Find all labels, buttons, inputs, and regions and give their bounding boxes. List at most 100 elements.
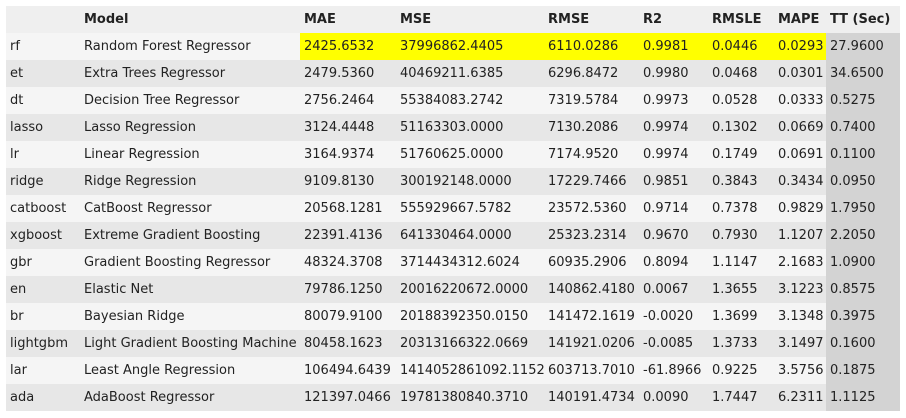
mae-cell: 48324.3708 [304, 255, 383, 270]
mae-cell: 9109.8130 [304, 174, 375, 189]
rmse-cell: 603713.7010 [548, 363, 635, 378]
rmse-cell: 7174.9520 [548, 147, 619, 162]
column-header-mape: MAPE [778, 12, 820, 27]
tt-cell: 0.0950 [826, 168, 900, 195]
mse-cell: 20313166322.0669 [400, 336, 529, 351]
row-index-cell: ridge [10, 174, 44, 189]
tt-cell: 1.0900 [826, 249, 900, 276]
row-index-cell: lasso [10, 120, 44, 135]
rmsle-cell: 0.7930 [712, 228, 758, 243]
r2-cell: 0.9980 [643, 66, 689, 81]
column-header-rmse: RMSE [548, 12, 590, 27]
table-body: rf Random Forest Regressor 2425.6532 379968… [6, 33, 900, 411]
model-name-cell: Lasso Regression [84, 120, 196, 135]
model-name-cell: Light Gradient Boosting Machine [84, 336, 297, 351]
table-header-row: Model MAE MSE RMSE R2 RMSLE MAPE TT (Sec… [6, 6, 900, 33]
table-row: lightgbm Light Gradient Boosting Machine 8… [6, 330, 900, 357]
column-header-rmsle: RMSLE [712, 12, 762, 27]
r2-cell: 0.9670 [643, 228, 689, 243]
column-header-r2: R2 [643, 12, 663, 27]
tt-cell: 0.1875 [826, 357, 900, 384]
table-row: catboost CatBoost Regressor 20568.1281 5559… [6, 195, 900, 222]
rmsle-cell: 1.3655 [712, 282, 758, 297]
tt-cell: 0.8575 [826, 276, 900, 303]
model-name-cell: Linear Regression [84, 147, 200, 162]
model-name-cell: Extreme Gradient Boosting [84, 228, 261, 243]
row-index-cell: gbr [10, 255, 32, 270]
mape-cell: 3.1348 [778, 309, 824, 324]
row-index-cell: ada [10, 390, 35, 405]
rmse-cell: 6296.8472 [548, 66, 619, 81]
rmsle-cell: 0.7378 [712, 201, 758, 216]
rmsle-cell: 1.1147 [712, 255, 758, 270]
mape-cell: 2.1683 [778, 255, 824, 270]
model-comparison-table: Model MAE MSE RMSE R2 RMSLE MAPE TT (Sec… [6, 6, 900, 411]
column-header-tt: TT (Sec) [826, 6, 900, 33]
mse-cell: 3714434312.6024 [400, 255, 520, 270]
rmse-cell: 141921.0206 [548, 336, 635, 351]
tt-cell: 2.2050 [826, 222, 900, 249]
mae-cell: 2425.6532 [300, 33, 396, 60]
mse-cell: 1414052861092.1152 [400, 363, 544, 378]
model-name-cell: CatBoost Regressor [84, 201, 212, 216]
rmse-cell: 141472.1619 [548, 309, 635, 324]
mse-cell: 40469211.6385 [400, 66, 504, 81]
rmse-cell: 17229.7466 [548, 174, 627, 189]
table-row: ridge Ridge Regression 9109.8130 300192148.… [6, 168, 900, 195]
r2-cell: 0.8094 [643, 255, 689, 270]
mae-cell: 3164.9374 [304, 147, 375, 162]
mse-cell: 20016220672.0000 [400, 282, 529, 297]
mape-cell: 0.9829 [778, 201, 824, 216]
model-name-cell: Bayesian Ridge [84, 309, 185, 324]
mape-cell: 0.0669 [778, 120, 824, 135]
table-row: lasso Lasso Regression 3124.4448 51163303.0… [6, 114, 900, 141]
rmsle-cell: 0.3843 [712, 174, 758, 189]
r2-cell: -0.0020 [643, 309, 694, 324]
mse-cell: 37996862.4405 [396, 33, 544, 60]
mae-cell: 121397.0466 [304, 390, 391, 405]
mse-cell: 641330464.0000 [400, 228, 512, 243]
table-row: et Extra Trees Regressor 2479.5360 40469211… [6, 60, 900, 87]
tt-cell: 0.3975 [826, 303, 900, 330]
r2-cell: 0.9714 [643, 201, 689, 216]
column-header-mse: MSE [400, 12, 432, 27]
table-row: ada AdaBoost Regressor 121397.0466 19781380… [6, 384, 900, 411]
rmsle-cell: 0.0446 [708, 33, 774, 60]
mse-cell: 51760625.0000 [400, 147, 504, 162]
tt-cell: 1.1125 [826, 384, 900, 411]
r2-cell: -0.0085 [643, 336, 694, 351]
mape-cell: 0.0301 [778, 66, 824, 81]
tt-cell: 27.9600 [826, 33, 900, 60]
mse-cell: 20188392350.0150 [400, 309, 529, 324]
r2-cell: 0.0090 [643, 390, 689, 405]
row-index-cell: br [10, 309, 24, 324]
row-index-cell: catboost [10, 201, 67, 216]
mae-cell: 20568.1281 [304, 201, 383, 216]
rmse-cell: 140191.4734 [548, 390, 635, 405]
mse-cell: 555929667.5782 [400, 201, 512, 216]
r2-cell: 0.9851 [643, 174, 689, 189]
model-name-cell: Decision Tree Regressor [84, 93, 240, 108]
mape-cell: 6.2311 [778, 390, 824, 405]
mape-cell: 0.3434 [778, 174, 824, 189]
mae-cell: 2479.5360 [304, 66, 375, 81]
mae-cell: 3124.4448 [304, 120, 375, 135]
rmsle-cell: 0.9225 [712, 363, 758, 378]
model-comparison-table-container: Model MAE MSE RMSE R2 RMSLE MAPE TT (Sec… [6, 6, 900, 411]
rmse-cell: 23572.5360 [548, 201, 627, 216]
mse-cell: 300192148.0000 [400, 174, 512, 189]
r2-cell: 0.9973 [643, 93, 689, 108]
rmse-cell: 7319.5784 [548, 93, 619, 108]
r2-cell: 0.9974 [643, 147, 689, 162]
model-name-cell: Gradient Boosting Regressor [84, 255, 271, 270]
mape-cell: 0.0691 [778, 147, 824, 162]
mape-cell: 3.1223 [778, 282, 824, 297]
column-header-mae: MAE [304, 12, 336, 27]
row-index-cell: lar [10, 363, 27, 378]
mape-cell: 0.0293 [774, 33, 826, 60]
rmse-cell: 60935.2906 [548, 255, 627, 270]
mae-cell: 80079.9100 [304, 309, 383, 324]
rmse-cell: 7130.2086 [548, 120, 619, 135]
row-index-cell: en [10, 282, 27, 297]
table-row: br Bayesian Ridge 80079.9100 20188392350.01… [6, 303, 900, 330]
